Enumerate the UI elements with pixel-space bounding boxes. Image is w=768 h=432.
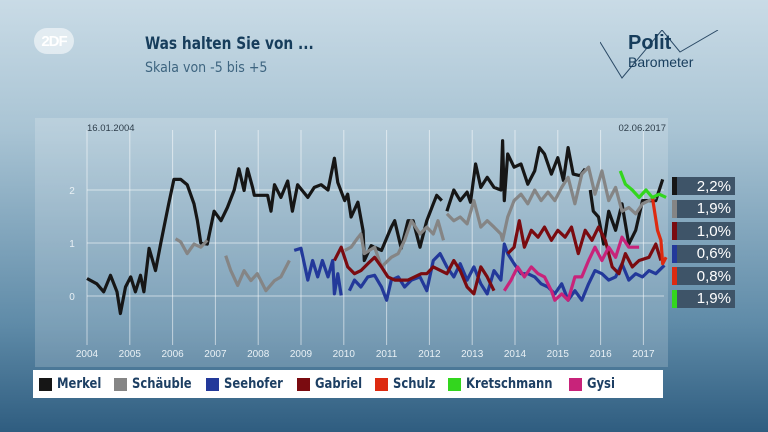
y-tick-label: 1: [69, 239, 75, 250]
legend-label: Gabriel: [315, 376, 363, 392]
x-tick-label: 2017: [632, 349, 655, 360]
legend-swatch: [39, 377, 52, 391]
value-text: 0,6%: [696, 245, 731, 262]
legend-swatch: [297, 377, 311, 391]
legend-item: Kretschmann: [448, 376, 560, 392]
color-strip: [672, 199, 677, 218]
value-text: 2,2%: [696, 177, 731, 195]
start-date: 16.01.2004: [87, 123, 135, 134]
current-value-merkel: 2,2%: [672, 177, 735, 195]
legend-swatch: [448, 377, 462, 391]
legend-label: Schäuble: [132, 376, 192, 392]
legend: Merkel Schäuble Seehofer Gabriel Schulz Krets…: [33, 370, 663, 398]
value-text: 1,9%: [696, 200, 731, 217]
legend-item: Schäuble: [114, 376, 197, 392]
y-tick-label: 0: [69, 292, 75, 303]
y-tick-label: 2: [69, 186, 75, 197]
legend-label: Merkel: [57, 376, 102, 392]
current-value-gabriel: 1,0%: [672, 222, 735, 240]
series-line-gysi: [502, 235, 640, 302]
current-value-seehofer: 0,6%: [672, 244, 735, 263]
brand-line2: Barometer: [628, 54, 694, 70]
series-line-schulz: [650, 197, 668, 266]
zdf-logo: 2DF: [34, 28, 74, 54]
value-text: 1,0%: [696, 222, 731, 240]
x-tick-label: 2015: [547, 349, 570, 360]
series-line-gabriel: [332, 219, 663, 296]
legend-swatch: [114, 377, 128, 391]
politbarometer-logo: Polit Barometer: [600, 30, 720, 80]
color-strip: [672, 267, 677, 285]
series-line-seehofer: [293, 242, 666, 302]
x-tick-label: 2013: [461, 349, 484, 360]
series-line-schäuble: [174, 165, 657, 293]
x-tick-label: 2004: [76, 349, 99, 360]
legend-swatch: [375, 377, 389, 391]
value-text: 1,9%: [696, 290, 731, 307]
current-values: 2,2% 1,9% 1,0% 0,6% 0,8% 1,9%: [672, 177, 735, 312]
color-strip: [672, 244, 677, 263]
chart-subtitle: Skala von -5 bis +5: [145, 60, 268, 76]
chart-title: Was halten Sie von ...: [145, 34, 314, 54]
x-tick-label: 2010: [333, 349, 356, 360]
x-tick-label: 2011: [376, 349, 398, 360]
current-value-schäuble: 1,9%: [672, 199, 735, 218]
x-tick-label: 2012: [418, 349, 441, 360]
legend-swatch: [569, 377, 583, 391]
value-text: 0,8%: [696, 267, 731, 285]
series-line-kretschmann: [618, 170, 667, 199]
x-tick-label: 2007: [204, 349, 227, 360]
color-strip: [672, 222, 677, 240]
x-tick-label: 2009: [290, 349, 313, 360]
current-value-schulz: 0,8%: [672, 267, 735, 285]
color-strip: [672, 177, 677, 195]
legend-item: Gysi: [569, 376, 617, 392]
brand-line1: Polit: [628, 32, 672, 54]
color-strip: [672, 289, 677, 308]
legend-label: Gysi: [587, 376, 616, 392]
legend-swatch: [206, 377, 220, 391]
current-value-kretschmann: 1,9%: [672, 289, 735, 308]
legend-item: Merkel: [39, 376, 105, 392]
legend-item: Seehofer: [206, 376, 288, 392]
legend-label: Schulz: [393, 376, 436, 392]
x-tick-label: 2008: [247, 349, 270, 360]
x-tick-label: 2014: [504, 349, 527, 360]
x-tick-label: 2016: [589, 349, 612, 360]
legend-label: Seehofer: [224, 376, 283, 392]
legend-label: Kretschmann: [466, 376, 553, 392]
end-date: 02.06.2017: [618, 123, 666, 134]
x-tick-label: 2005: [119, 349, 142, 360]
series-line-merkel: [86, 139, 665, 316]
legend-item: Schulz: [375, 376, 439, 392]
x-tick-label: 2006: [161, 349, 184, 360]
legend-item: Gabriel: [297, 376, 366, 392]
